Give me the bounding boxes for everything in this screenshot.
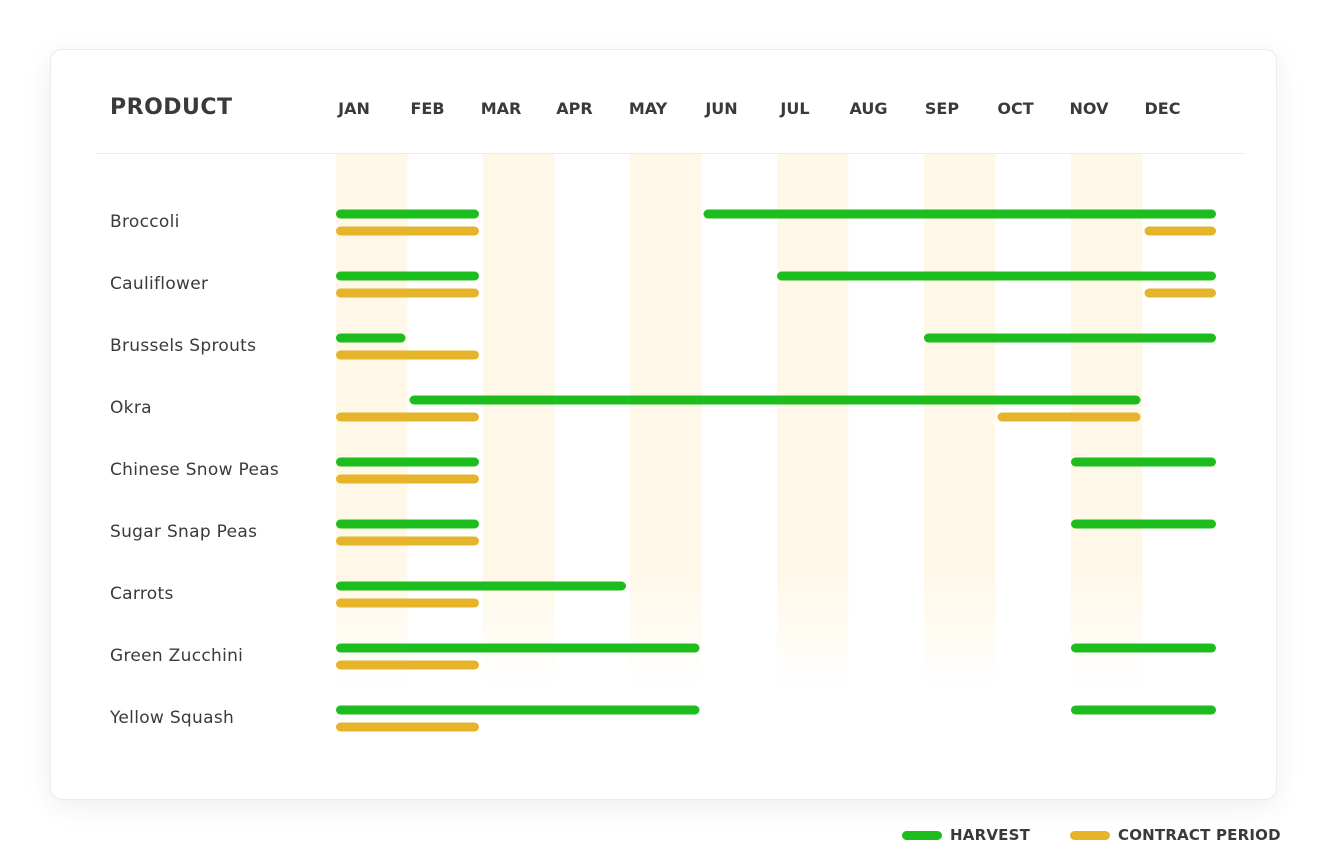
month-header-dec: DEC bbox=[1145, 99, 1181, 118]
contract-bar-okra bbox=[997, 412, 1141, 422]
harvest-bar-yellow-squash bbox=[336, 705, 700, 715]
contract-bar-carrots bbox=[336, 598, 479, 608]
harvest-bar-brussels-sprouts bbox=[924, 333, 1216, 343]
product-label-broccoli: Broccoli bbox=[110, 212, 180, 232]
product-label-yellow-squash: Yellow Squash bbox=[109, 708, 234, 728]
harvest-bar-broccoli bbox=[336, 209, 479, 219]
legend-swatch-contract bbox=[1070, 830, 1110, 840]
harvest-bar-green-zucchini bbox=[336, 643, 700, 653]
month-header-may: MAY bbox=[629, 99, 668, 118]
month-strip-jul bbox=[777, 153, 849, 690]
harvest-bar-sugar-snap-peas bbox=[1071, 519, 1216, 529]
contract-bar-broccoli bbox=[336, 226, 479, 236]
month-header-aug: AUG bbox=[849, 99, 887, 118]
product-label-okra: Okra bbox=[110, 398, 152, 418]
product-label-sugar-snap-peas: Sugar Snap Peas bbox=[110, 522, 257, 542]
product-label-chinese-snow-peas: Chinese Snow Peas bbox=[110, 460, 279, 480]
month-strip-sep bbox=[924, 153, 996, 690]
contract-bar-okra bbox=[336, 412, 479, 422]
harvest-bar-chinese-snow-peas bbox=[336, 457, 479, 467]
month-header-apr: APR bbox=[556, 99, 592, 118]
harvest-bar-yellow-squash bbox=[1071, 705, 1216, 715]
harvest-bar-green-zucchini bbox=[1071, 643, 1216, 653]
harvest-bar-cauliflower bbox=[336, 271, 479, 281]
legend-item-contract: CONTRACT PERIOD bbox=[1070, 826, 1281, 844]
product-label-green-zucchini: Green Zucchini bbox=[110, 646, 243, 666]
month-header-jul: JUL bbox=[779, 99, 809, 118]
contract-bar-cauliflower bbox=[336, 288, 479, 298]
contract-bar-green-zucchini bbox=[336, 660, 479, 670]
harvest-bar-okra bbox=[409, 395, 1141, 405]
harvest-bar-carrots bbox=[336, 581, 626, 591]
month-header-mar: MAR bbox=[481, 99, 522, 118]
harvest-bar-cauliflower bbox=[777, 271, 1216, 281]
harvest-bar-sugar-snap-peas bbox=[336, 519, 479, 529]
contract-bar-brussels-sprouts bbox=[336, 350, 479, 360]
contract-bar-yellow-squash bbox=[336, 722, 479, 732]
month-header-oct: OCT bbox=[997, 99, 1033, 118]
harvest-bar-brussels-sprouts bbox=[336, 333, 406, 343]
month-header-feb: FEB bbox=[410, 99, 444, 118]
harvest-bar-broccoli bbox=[703, 209, 1216, 219]
month-strip-mar bbox=[483, 153, 555, 690]
month-header-jun: JUN bbox=[704, 99, 737, 118]
product-label-brussels-sprouts: Brussels Sprouts bbox=[110, 336, 256, 356]
contract-bar-sugar-snap-peas bbox=[336, 536, 479, 546]
product-label-carrots: Carrots bbox=[110, 584, 174, 604]
legend-label-contract: CONTRACT PERIOD bbox=[1118, 826, 1281, 844]
month-header-sep: SEP bbox=[925, 99, 959, 118]
month-header-nov: NOV bbox=[1070, 99, 1110, 118]
contract-bar-broccoli bbox=[1144, 226, 1216, 236]
harvest-bar-chinese-snow-peas bbox=[1071, 457, 1216, 467]
product-label-cauliflower: Cauliflower bbox=[110, 274, 208, 294]
legend-swatch-harvest bbox=[902, 830, 942, 840]
legend-label-harvest: HARVEST bbox=[950, 826, 1031, 844]
product-header: PRODUCT bbox=[110, 95, 233, 120]
legend: HARVEST CONTRACT PERIOD bbox=[0, 826, 1327, 850]
contract-bar-cauliflower bbox=[1144, 288, 1216, 298]
month-strip-may bbox=[630, 153, 702, 690]
month-header-jan: JAN bbox=[337, 99, 370, 118]
contract-bar-chinese-snow-peas bbox=[336, 474, 479, 484]
legend-item-harvest: HARVEST bbox=[902, 826, 1030, 844]
